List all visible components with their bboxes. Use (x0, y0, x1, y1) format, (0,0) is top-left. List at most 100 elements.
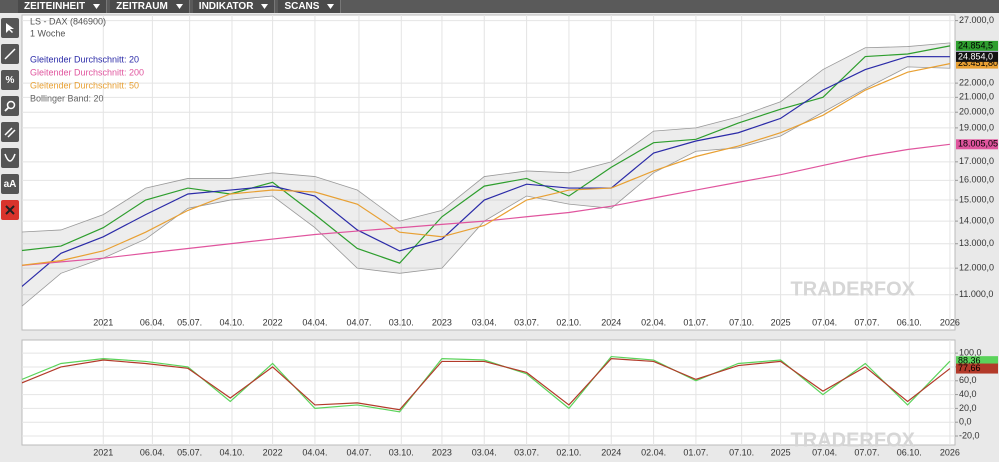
y-tick-label: 22.000,0 (959, 77, 994, 87)
x-tick-label: 04.04. (302, 317, 327, 327)
x-tick-label: 01.07. (683, 317, 708, 327)
x-tick-label: 04.07. (346, 447, 371, 457)
y-tick-label: 21.000,0 (959, 92, 994, 102)
y-tick-label: 27.000,0 (959, 15, 994, 25)
x-tick-label: 04.04. (302, 447, 327, 457)
value-label: 18.005,05 (958, 139, 998, 149)
x-tick-label: 2022 (263, 447, 283, 457)
menu-item[interactable]: INDIKATOR (192, 0, 276, 13)
value-label-box (956, 363, 998, 374)
x-tick-label: 2024 (601, 447, 621, 457)
legend-entry: Gleitender Durchschnitt: 50 (30, 80, 139, 90)
x-tick-label: 04.10. (219, 317, 244, 327)
value-label-box (956, 40, 998, 51)
x-tick-label: 05.07. (177, 447, 202, 457)
x-tick-label: 03.07. (514, 317, 539, 327)
x-tick-label: 2026 (940, 447, 960, 457)
x-tick-label: 07.10. (729, 447, 754, 457)
chart-title: LS - DAX (846900) (30, 16, 106, 26)
tool-label: aA (3, 178, 17, 190)
x-tick-label: 04.07. (346, 317, 371, 327)
x-tick-label: 03.07. (514, 447, 539, 457)
y-tick-label: 0,0 (959, 417, 972, 427)
plot-layer (22, 15, 955, 330)
series-line (22, 143, 950, 266)
legend-entry: Gleitender Durchschnitt: 200 (30, 67, 144, 77)
plot-area (21, 14, 956, 331)
percent-tool[interactable]: % (1, 70, 19, 90)
delete-tool[interactable] (1, 200, 19, 220)
menu-item[interactable]: SCANS (278, 0, 342, 13)
x-tick-label: 07.07. (854, 447, 879, 457)
y-tick-label: 100,0 (959, 348, 982, 358)
value-label: 88,36 (958, 356, 981, 366)
menu-bar: ZEITEINHEIT ZEITRAUM INDIKATOR SCANS (0, 0, 999, 13)
x-tick-label: 02.04. (641, 317, 666, 327)
icon (4, 153, 16, 162)
x-tick-label: 06.04. (140, 447, 165, 457)
x-tick-label: 02.10. (556, 317, 581, 327)
channel-tool[interactable] (1, 122, 19, 142)
x-tick-label: 2024 (601, 317, 621, 327)
x-tick-label: 03.04. (472, 317, 497, 327)
icon (6, 23, 14, 33)
dropdown-arrow (327, 4, 335, 9)
dropdown-arrow (261, 4, 269, 9)
x-tick-label: 2022 (263, 317, 283, 327)
x-tick-label: 03.10. (389, 447, 414, 457)
menu-item[interactable]: ZEITEINHEIT (18, 0, 108, 13)
y-tick-label: 17.000,0 (959, 156, 994, 166)
arc-tool[interactable] (1, 148, 19, 168)
x-tick-label: 2025 (771, 317, 791, 327)
toolbar: % aA (0, 18, 20, 226)
tool-label: % (5, 74, 15, 86)
plot-layer (22, 340, 955, 445)
y-tick-label: -20,0 (959, 430, 980, 440)
icon (4, 127, 16, 138)
menu-label: SCANS (284, 1, 320, 12)
menu-label: ZEITRAUM (116, 1, 168, 12)
y-tick-label: 20.000,0 (959, 107, 994, 117)
x-tick-label: 03.04. (472, 447, 497, 457)
value-label: 24.854,5 (958, 40, 993, 50)
series-line (22, 45, 951, 264)
x-tick-label: 03.10. (389, 317, 414, 327)
x-tick-label: 2025 (771, 447, 791, 457)
y-tick-label: 14.000,0 (959, 215, 994, 225)
y-tick-label: 40,0 (959, 389, 977, 399)
icon (4, 100, 16, 112)
value-label: 77,66 (958, 363, 981, 373)
y-tick-label: 12.000,0 (959, 263, 994, 273)
x-tick-label: 07.07. (854, 317, 879, 327)
cursor-tool[interactable] (1, 18, 19, 38)
line-tool[interactable] (1, 44, 19, 64)
last-price-box (956, 51, 998, 62)
series-line (22, 63, 951, 266)
x-tick-label: 02.10. (556, 447, 581, 457)
y-tick-label: 16.000,0 (959, 175, 994, 185)
text-tool[interactable]: aA (1, 174, 19, 194)
x-tick-label: 2021 (93, 317, 113, 327)
value-label: 23.451,80 (958, 58, 998, 68)
bollinger-band (22, 42, 951, 307)
x-tick-label: 2023 (432, 447, 452, 457)
dropdown-arrow (175, 4, 183, 9)
icon (4, 48, 16, 60)
value-label-box (956, 139, 998, 150)
x-tick-label: 04.10. (219, 447, 244, 457)
x-tick-label: 07.10. (729, 317, 754, 327)
menu-label: ZEITEINHEIT (24, 1, 86, 12)
y-tick-label: 13.000,0 (959, 238, 994, 248)
y-tick-label: 15.000,0 (959, 194, 994, 204)
zoom-tool[interactable] (1, 96, 19, 116)
menu-item[interactable]: ZEITRAUM (110, 0, 190, 13)
dropdown-arrow (93, 4, 101, 9)
icon (5, 205, 15, 215)
x-tick-label: 01.07. (683, 447, 708, 457)
y-tick-label: 19.000,0 (959, 122, 994, 132)
series-line (22, 55, 950, 288)
x-tick-label: 06.04. (140, 317, 165, 327)
legend-entry: Bollinger Band: 20 (30, 93, 104, 103)
